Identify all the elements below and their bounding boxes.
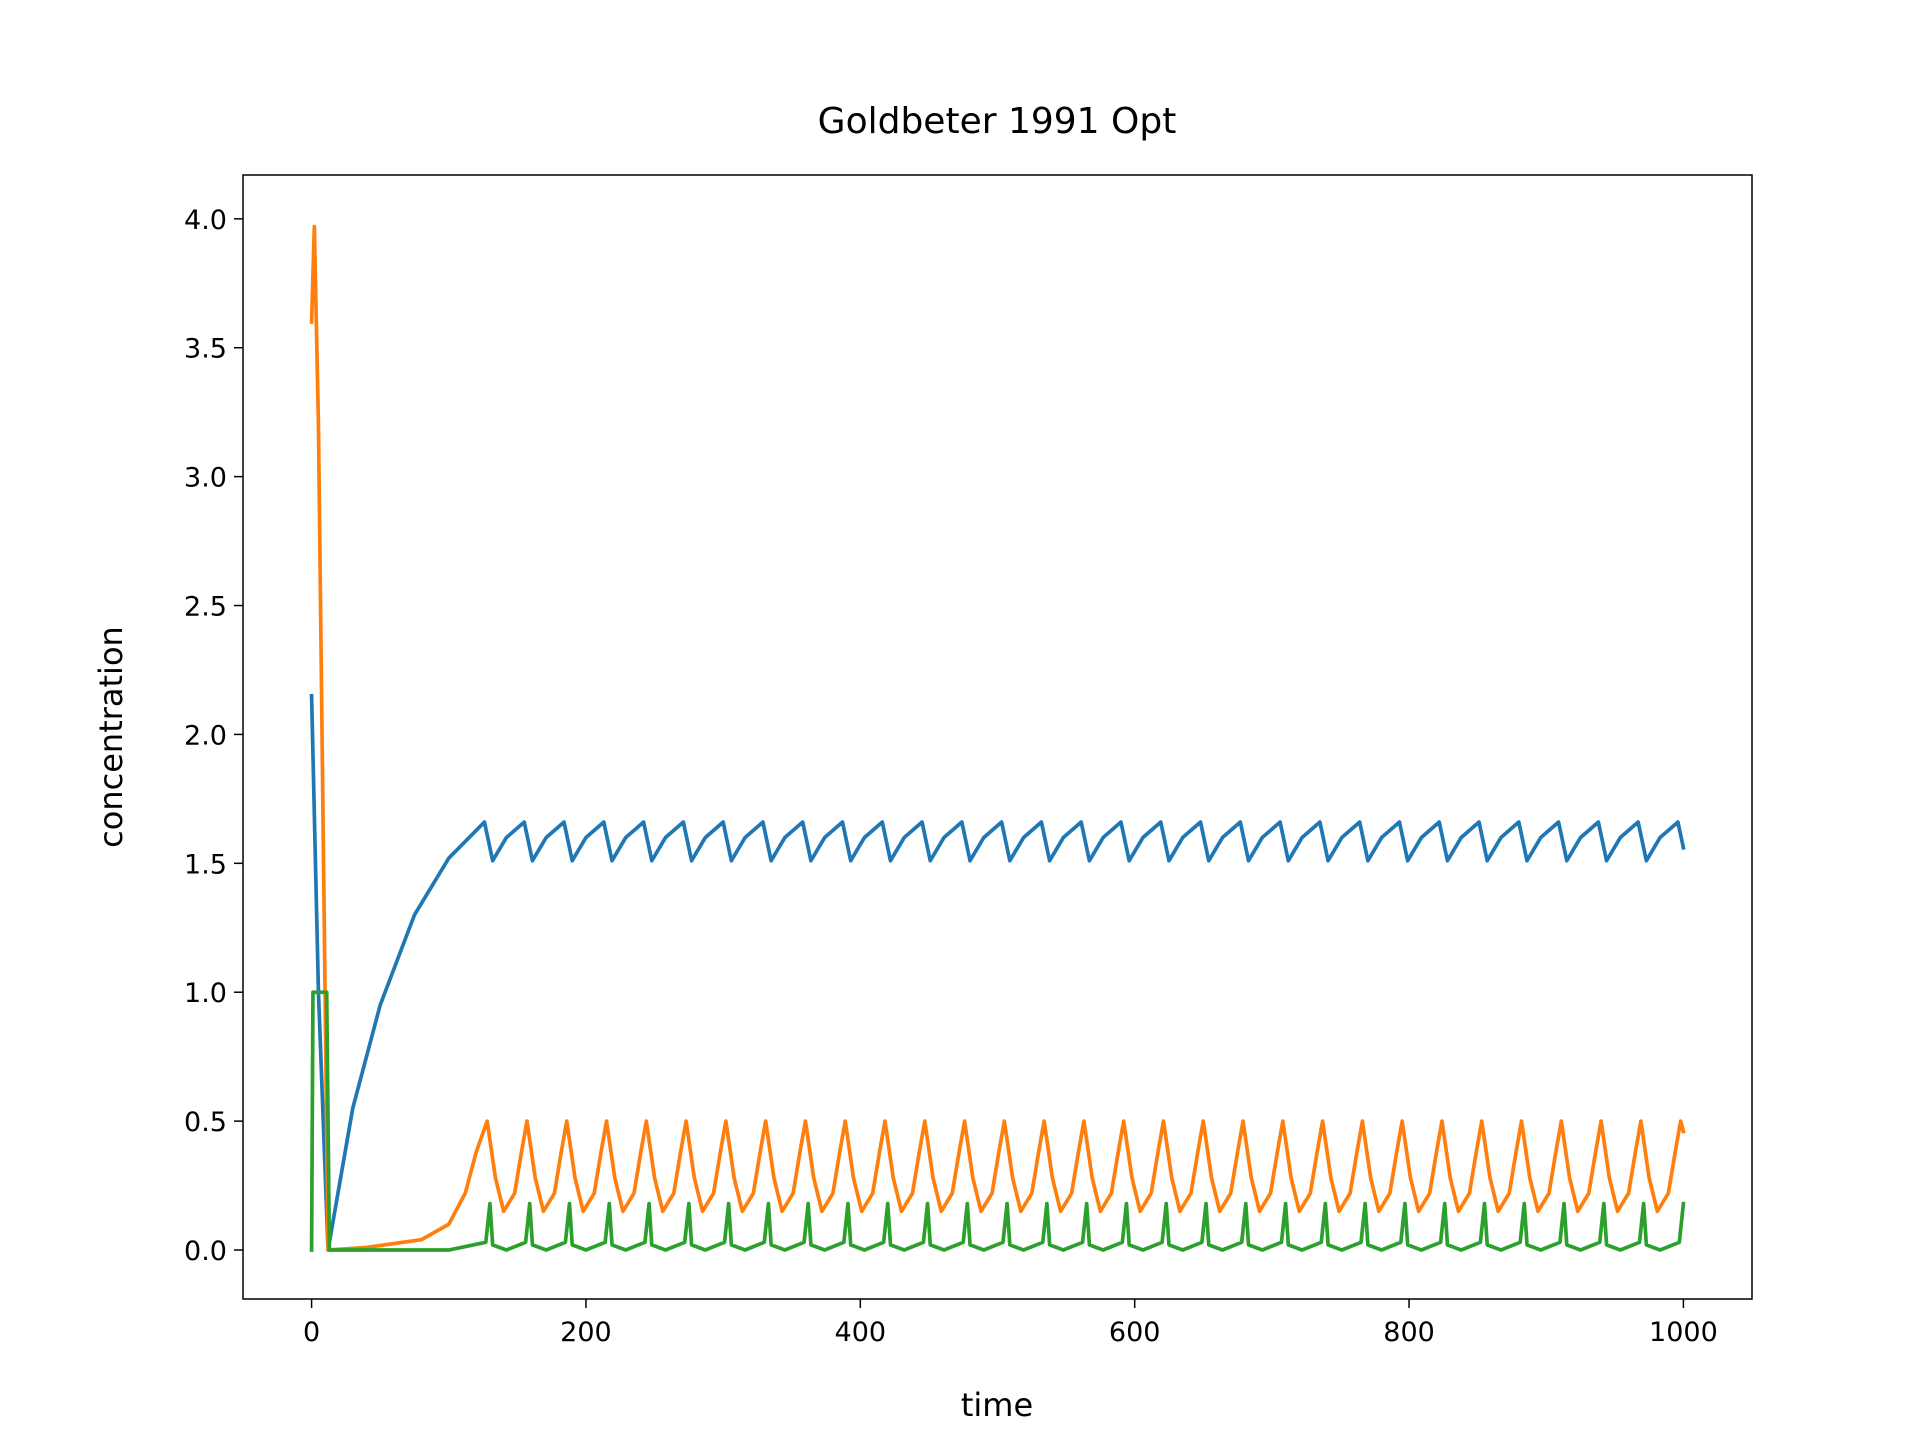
series-line — [309, 990, 1686, 1252]
x-tick-label: 0 — [303, 1317, 320, 1348]
x-axis-label: time — [961, 1386, 1033, 1424]
y-tick-label: 0.5 — [184, 1107, 227, 1138]
y-tick-label: 2.5 — [184, 592, 227, 623]
x-tick-label: 1000 — [1649, 1317, 1718, 1348]
chart-title: Goldbeter 1991 Opt — [818, 101, 1177, 142]
y-tick-label: 0.0 — [184, 1236, 227, 1267]
series-line — [309, 693, 1686, 1252]
plot-frame — [242, 174, 1753, 1300]
x-tick-label: 400 — [835, 1317, 887, 1348]
series-line — [309, 224, 1686, 1252]
y-tick-label: 4.0 — [184, 205, 227, 236]
y-tick-label: 1.0 — [184, 978, 227, 1009]
y-tick-label: 2.0 — [184, 720, 227, 751]
y-tick-label: 3.0 — [184, 463, 227, 494]
x-tick-label: 600 — [1109, 1317, 1161, 1348]
y-tick-label: 3.5 — [184, 334, 227, 365]
y-axis-label: concentration — [92, 626, 130, 848]
x-tick-label: 200 — [560, 1317, 612, 1348]
x-tick-label: 800 — [1383, 1317, 1435, 1348]
y-tick-label: 1.5 — [184, 849, 227, 880]
